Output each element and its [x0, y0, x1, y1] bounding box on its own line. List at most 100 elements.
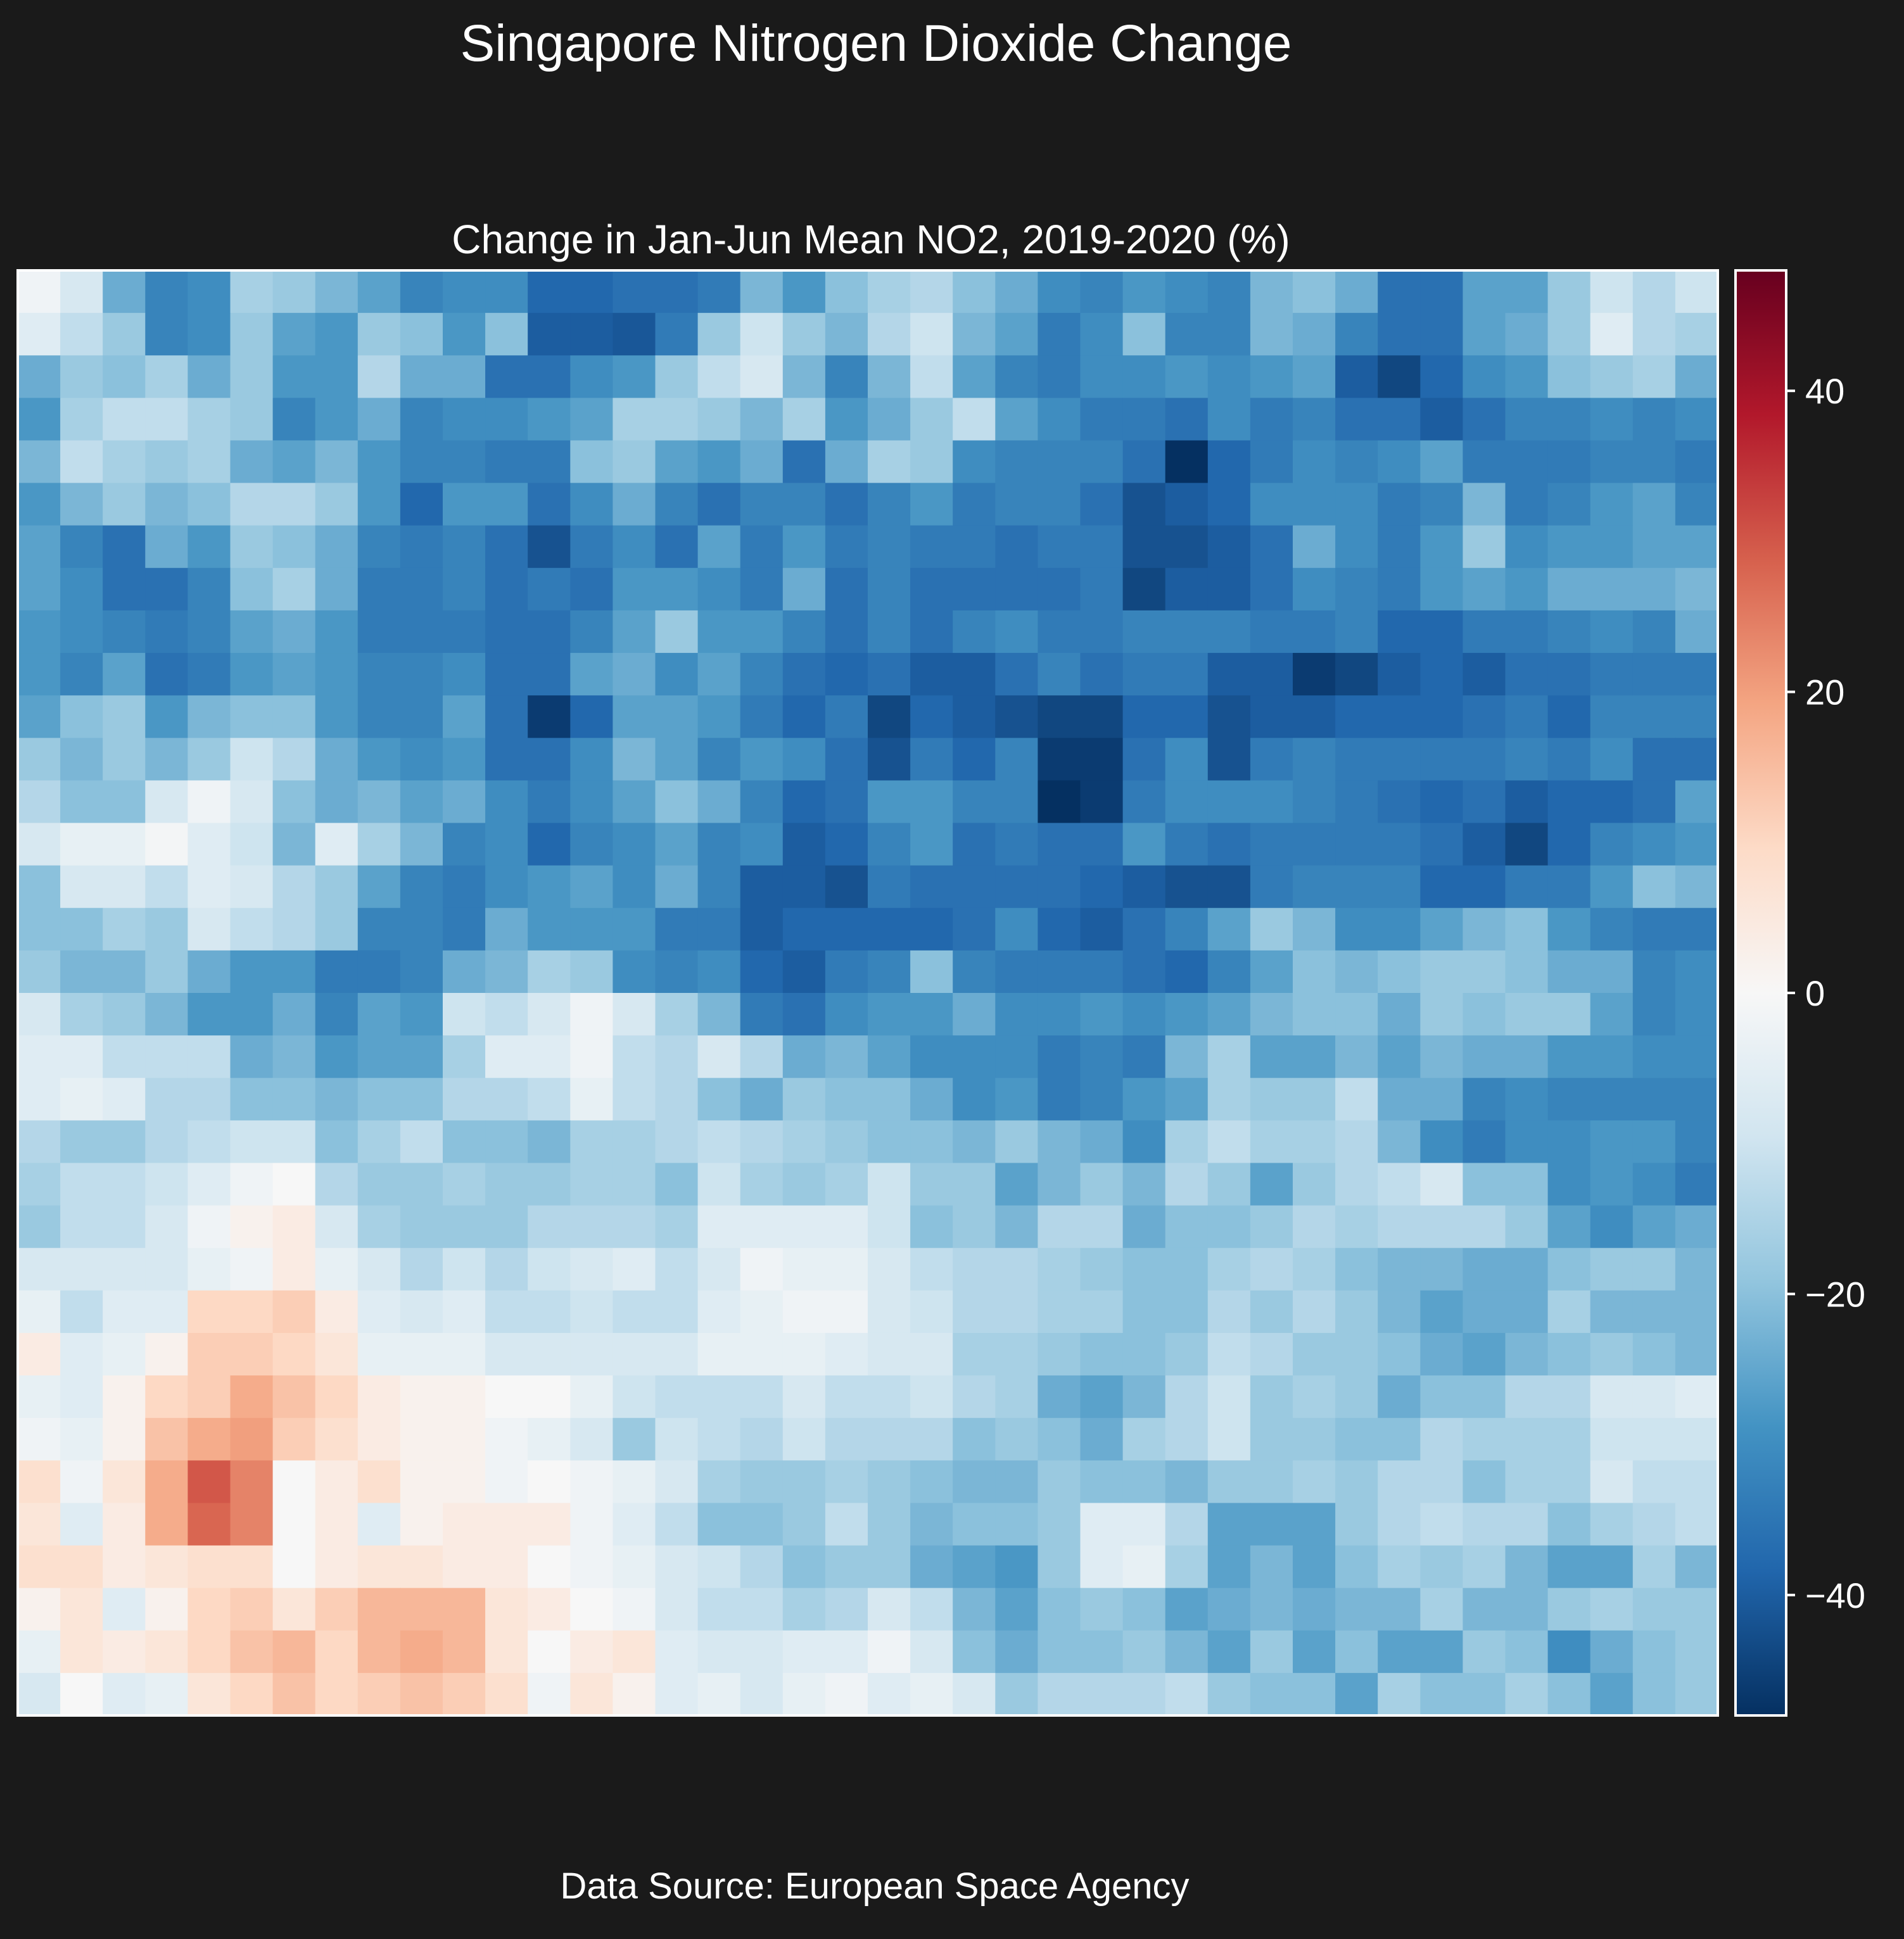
heatmap-cell: [1250, 1672, 1293, 1716]
heatmap-cell: [1378, 653, 1421, 696]
heatmap-cell: [570, 398, 613, 441]
heatmap-cell: [1463, 440, 1506, 484]
heatmap-cell: [400, 1290, 443, 1334]
heatmap-cell: [443, 355, 486, 398]
heatmap-cell: [272, 1332, 316, 1376]
heatmap-cell: [825, 483, 868, 526]
heatmap-cell: [1675, 1205, 1718, 1249]
heatmap-cell: [1250, 1078, 1293, 1121]
heatmap-cell: [528, 525, 571, 569]
heatmap-cell: [570, 1078, 613, 1121]
heatmap-cell: [995, 1078, 1038, 1121]
heatmap-cell: [528, 1630, 571, 1674]
heatmap-cell: [528, 993, 571, 1036]
heatmap-cell: [103, 1418, 146, 1461]
heatmap-cell: [1165, 950, 1209, 994]
heatmap-cell: [1335, 313, 1378, 356]
colorbar-tick-label: −20: [1805, 1274, 1865, 1314]
heatmap-cell: [1165, 1078, 1209, 1121]
heatmap-cell: [145, 1630, 188, 1674]
heatmap-cell: [782, 907, 826, 951]
heatmap-cell: [655, 1290, 699, 1334]
heatmap-cell: [868, 1120, 911, 1164]
heatmap-cell: [1165, 1460, 1209, 1504]
heatmap-cell: [910, 1290, 953, 1334]
heatmap-cell: [825, 1120, 868, 1164]
heatmap-cell: [782, 483, 826, 526]
heatmap-cell: [230, 1205, 274, 1249]
heatmap-cell: [443, 440, 486, 484]
heatmap-cell: [782, 1163, 826, 1206]
heatmap-cell: [570, 695, 613, 738]
heatmap-cell: [60, 610, 103, 654]
heatmap-cell: [357, 1630, 401, 1674]
heatmap-cell: [1122, 823, 1166, 866]
heatmap-cell: [1378, 1503, 1421, 1546]
heatmap-cell: [1463, 525, 1506, 569]
heatmap-cell: [1080, 567, 1124, 611]
heatmap-cell: [740, 695, 784, 738]
heatmap-cell: [1463, 653, 1506, 696]
heatmap-cell: [1038, 1290, 1081, 1334]
heatmap-cell: [868, 1460, 911, 1504]
heatmap-cell: [528, 1545, 571, 1589]
heatmap-cell: [1675, 1163, 1718, 1206]
heatmap-cell: [400, 1418, 443, 1461]
heatmap-cell: [357, 1545, 401, 1589]
heatmap-cell: [1505, 1460, 1549, 1504]
heatmap-cell: [953, 907, 996, 951]
heatmap-cell: [1293, 1247, 1336, 1291]
heatmap-cell: [1632, 738, 1676, 781]
heatmap-cell: [60, 1332, 103, 1376]
heatmap-cell: [1420, 993, 1463, 1036]
heatmap-cell: [1207, 525, 1251, 569]
heatmap-cell: [1590, 738, 1634, 781]
heatmap-cell: [1505, 823, 1549, 866]
heatmap-cell: [18, 1205, 61, 1249]
heatmap-cell: [528, 1290, 571, 1334]
heatmap-cell: [187, 610, 231, 654]
heatmap-cell: [1250, 1035, 1293, 1078]
heatmap-cell: [357, 1247, 401, 1291]
heatmap-cell: [1378, 483, 1421, 526]
heatmap-cell: [1207, 1290, 1251, 1334]
heatmap-cell: [655, 313, 699, 356]
heatmap-cell: [230, 1332, 274, 1376]
heatmap-cell: [1335, 780, 1378, 824]
heatmap-cell: [145, 950, 188, 994]
heatmap-cell: [1122, 780, 1166, 824]
heatmap-cell: [272, 1078, 316, 1121]
heatmap-cell: [1080, 1375, 1124, 1418]
heatmap-cell: [1632, 1418, 1676, 1461]
heatmap-cell: [953, 1332, 996, 1376]
heatmap-cell: [400, 1630, 443, 1674]
heatmap-cell: [315, 525, 359, 569]
heatmap-cell: [230, 1163, 274, 1206]
heatmap-cell: [1590, 695, 1634, 738]
heatmap-cell: [1250, 865, 1293, 909]
heatmap-cell: [1207, 1418, 1251, 1461]
heatmap-cell: [1250, 525, 1293, 569]
heatmap-cell: [103, 950, 146, 994]
heatmap-cell: [528, 1588, 571, 1631]
heatmap-cell: [528, 1332, 571, 1376]
heatmap-cell: [357, 865, 401, 909]
heatmap-cell: [272, 1460, 316, 1504]
heatmap-cell: [1335, 1205, 1378, 1249]
colorbar-tick-label: 0: [1805, 973, 1825, 1013]
heatmap-cell: [1547, 1418, 1591, 1461]
heatmap-cell: [1207, 1332, 1251, 1376]
heatmap-cell: [18, 1247, 61, 1291]
heatmap-cell: [1207, 1630, 1251, 1674]
heatmap-cell: [357, 1460, 401, 1504]
heatmap-cell: [1547, 525, 1591, 569]
heatmap-cell: [1675, 1503, 1718, 1546]
heatmap-cell: [868, 695, 911, 738]
heatmap-cell: [740, 993, 784, 1036]
heatmap-cell: [697, 865, 741, 909]
heatmap-cell: [1632, 313, 1676, 356]
heatmap-cell: [103, 1375, 146, 1418]
heatmap-cell: [1675, 1375, 1718, 1418]
heatmap-cell: [1250, 780, 1293, 824]
heatmap-cell: [825, 865, 868, 909]
